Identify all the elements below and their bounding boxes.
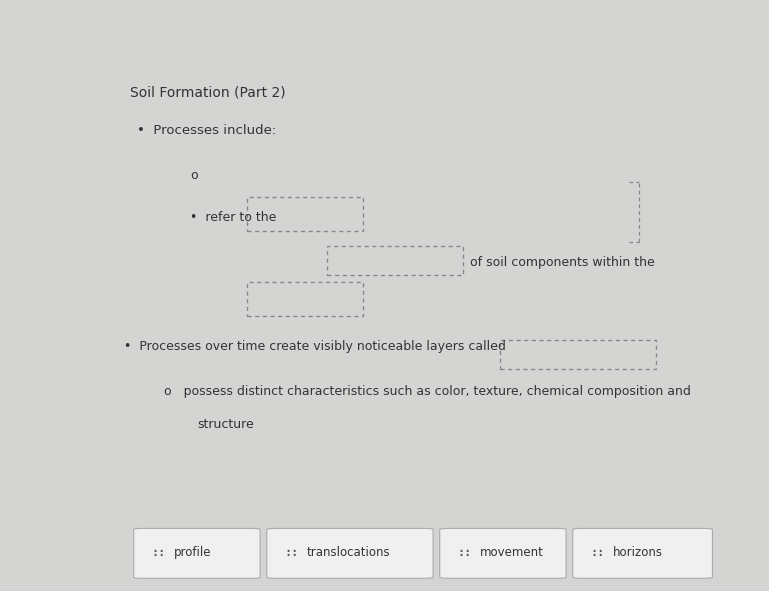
Text: •  Processes include:: • Processes include:: [137, 124, 276, 137]
Text: •  Processes over time create visibly noticeable layers called: • Processes over time create visibly not…: [124, 340, 506, 353]
FancyBboxPatch shape: [134, 528, 260, 579]
Text: o: o: [190, 168, 198, 181]
FancyBboxPatch shape: [440, 528, 566, 579]
Text: ::: ::: [151, 546, 166, 559]
Text: •  refer to the: • refer to the: [190, 211, 277, 224]
Text: ::: ::: [458, 546, 472, 559]
Text: profile: profile: [174, 546, 211, 559]
Text: o   possess distinct characteristics such as color, texture, chemical compositio: o possess distinct characteristics such …: [164, 385, 691, 398]
FancyBboxPatch shape: [573, 528, 712, 579]
Text: of soil components within the: of soil components within the: [470, 255, 654, 268]
FancyBboxPatch shape: [267, 528, 433, 579]
Text: structure: structure: [197, 418, 254, 431]
Text: horizons: horizons: [613, 546, 663, 559]
Text: movement: movement: [480, 546, 544, 559]
Text: ::: ::: [591, 546, 605, 559]
Text: Soil Formation (Part 2): Soil Formation (Part 2): [131, 86, 286, 99]
Text: translocations: translocations: [307, 546, 391, 559]
Text: ::: ::: [285, 546, 299, 559]
